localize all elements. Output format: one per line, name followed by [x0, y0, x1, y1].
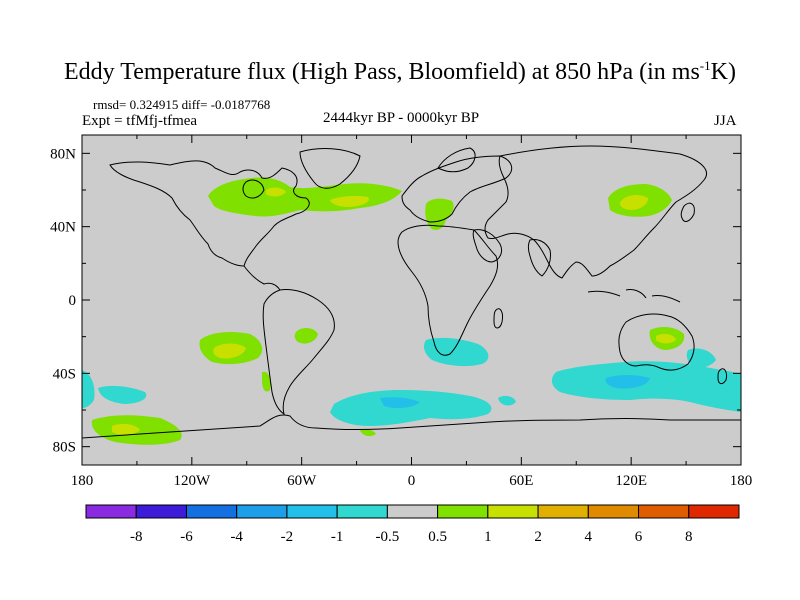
latitude-axis: 80N 40N 0 40S 80S	[50, 146, 741, 456]
coast-new-zealand	[717, 368, 727, 385]
colorbar-label: 2	[534, 529, 542, 545]
colorbar-label: -1	[331, 529, 344, 545]
anomaly-south-pacific-small	[294, 328, 318, 344]
coast-north-america	[109, 160, 310, 267]
anomaly-dateline-south	[82, 370, 95, 408]
coast-madagascar	[493, 308, 503, 329]
anomaly-south-africa	[424, 337, 489, 367]
anomaly-north-atlantic-core	[330, 196, 369, 207]
title-superscript: -1	[699, 58, 711, 73]
coast-asia	[484, 145, 707, 279]
lon-tick-label: 180	[730, 473, 753, 489]
colorbar-swatch	[487, 504, 539, 519]
coast-africa	[397, 224, 499, 356]
anomaly-australia	[551, 361, 741, 412]
colorbar-label: -6	[180, 529, 193, 545]
coast-india	[528, 239, 551, 277]
anomaly-south-atlantic-small	[360, 429, 376, 437]
colorbar-label: -2	[281, 529, 294, 545]
coast-australia	[618, 313, 695, 371]
colorbar-label: 0.5	[428, 529, 447, 545]
season-label: JJA	[714, 113, 737, 129]
anomaly-australia-positive-core	[656, 333, 676, 344]
colorbar-swatch	[537, 504, 589, 519]
colorbar-label: -4	[230, 529, 243, 545]
coast-indonesia	[587, 289, 681, 303]
colorbar-label: 4	[585, 529, 593, 545]
colorbar-swatch	[437, 504, 489, 519]
colorbar-swatch	[236, 504, 288, 519]
anomaly-far-south-pacific-core	[112, 423, 140, 435]
title-end: K)	[710, 59, 736, 85]
anomaly-field	[82, 177, 741, 445]
coast-central-america	[243, 265, 281, 291]
lat-tick-label: 40S	[53, 366, 76, 382]
lon-tick-label: 120E	[615, 473, 647, 489]
anomaly-patagonia	[262, 371, 271, 392]
coast-antarctica	[82, 414, 741, 439]
colorbar-swatch	[85, 504, 137, 519]
anomaly-southern-indian	[498, 395, 516, 406]
colorbar-label: -0.5	[376, 529, 400, 545]
experiment-label: Expt = tfMfj-tfmea	[82, 113, 198, 129]
colorbar-swatch	[688, 504, 740, 519]
colorbar-swatch	[185, 504, 238, 519]
coastlines	[82, 145, 741, 439]
colorbar-label: 6	[635, 529, 643, 545]
anomaly-southern-ocean-core	[380, 397, 420, 409]
colorbar-swatch	[638, 504, 690, 519]
coast-greenland	[299, 148, 361, 189]
colorbar-label: -8	[130, 529, 143, 545]
lon-tick-label: 60W	[287, 473, 317, 489]
colorbar-label: 1	[484, 529, 492, 545]
coast-south-america	[262, 289, 335, 416]
lat-tick-label: 80S	[53, 440, 76, 456]
title-main: Eddy Temperature flux (High Pass, Bloomf…	[64, 59, 700, 85]
lon-tick-label: 0	[408, 473, 416, 489]
anomaly-north-atlantic	[208, 177, 402, 217]
colorbar-swatch	[386, 504, 439, 519]
colorbar-label: 8	[685, 529, 693, 545]
colorbar-swatch	[135, 504, 187, 519]
coast-japan	[680, 202, 695, 222]
anomaly-labrador-core	[266, 187, 286, 197]
stats-text: rmsd= 0.324915 diff= -0.0187768	[93, 97, 271, 112]
anomaly-east-aus-neg	[686, 348, 716, 368]
coast-hudson-bay	[242, 179, 265, 199]
lon-tick-label: 120W	[173, 473, 211, 489]
coast-arabia	[472, 229, 503, 263]
coast-scandinavia	[437, 147, 476, 173]
longitude-axis: 180 120W 60W 0 60E 120E 180	[71, 135, 753, 489]
lon-tick-label: 180	[71, 473, 94, 489]
colorbar: -8 -6 -4 -2 -1 -0.5 0.5 1 2 4 6 8	[85, 504, 740, 545]
lat-tick-label: 40N	[50, 220, 76, 236]
anomaly-south-pacific-core	[213, 343, 246, 359]
colorbar-swatch	[587, 504, 640, 519]
lat-tick-label: 80N	[50, 146, 76, 162]
anomaly-australia-inner	[605, 375, 650, 389]
colorbar-swatch	[286, 504, 338, 519]
anomaly-pacific-neg	[98, 385, 147, 404]
anomaly-southern-ocean	[330, 390, 492, 426]
lat-tick-label: 0	[69, 293, 77, 309]
period-label: 2444kyr BP - 0000kyr BP	[323, 110, 480, 126]
plot-title: Eddy Temperature flux (High Pass, Bloomf…	[0, 58, 800, 86]
anomaly-east-asia-core	[619, 194, 648, 210]
lon-tick-label: 60E	[509, 473, 533, 489]
colorbar-swatch	[336, 504, 388, 519]
